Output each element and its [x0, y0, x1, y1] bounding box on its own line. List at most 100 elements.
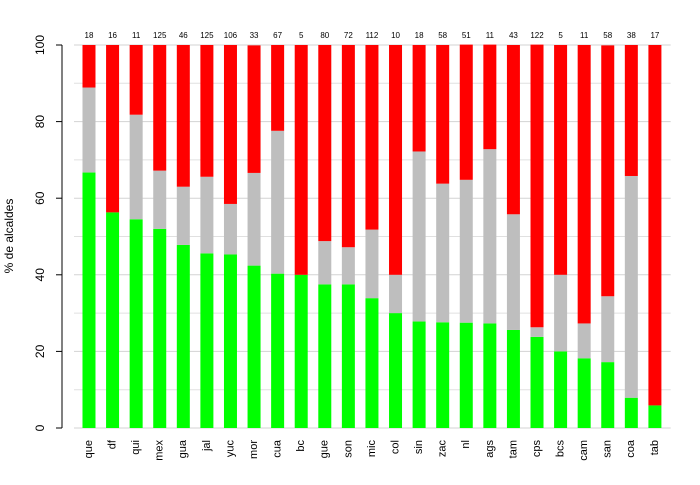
bar-segment [223, 254, 237, 428]
bar-count-label: 58 [603, 31, 612, 40]
bar-count-label: 112 [366, 31, 379, 40]
bar-segment [530, 44, 544, 328]
bar-segment [318, 45, 332, 242]
bar-segment [389, 313, 403, 428]
bar-segment [294, 274, 308, 428]
bar-segment [459, 322, 473, 428]
bar-count-label: 125 [153, 31, 167, 40]
bar-count-label: 80 [320, 31, 329, 40]
x-tick-label: qui [130, 440, 142, 455]
x-tick-label: df [106, 439, 118, 449]
x-tick-label: gue [319, 440, 331, 458]
bar-segment [200, 176, 214, 254]
bar-count-label: 11 [486, 31, 495, 40]
bar-segment [577, 45, 591, 324]
x-tick-label: bcs [554, 440, 566, 458]
bar-segment [176, 45, 190, 187]
bar-segment [271, 273, 285, 428]
y-tick-label: 40 [33, 268, 47, 282]
bar-segment [247, 172, 261, 266]
bar-segment [506, 214, 520, 330]
x-tick-label: cps [531, 440, 543, 458]
x-tick-label: que [83, 440, 95, 458]
bar-segment [483, 44, 497, 150]
bar-segment [577, 323, 591, 359]
x-tick-label: zac [437, 440, 449, 458]
bar-count-label: 33 [250, 31, 259, 40]
bar-segment [389, 45, 403, 275]
bar-segment [318, 241, 332, 285]
bar-segment [624, 175, 638, 398]
x-tick-label: nl [460, 440, 472, 449]
bar-segment [200, 45, 214, 177]
bar-segment [459, 44, 473, 180]
x-tick-label: sin [413, 440, 425, 454]
bar-count-label: 67 [273, 31, 282, 40]
x-tick-label: tab [649, 440, 661, 455]
y-tick-label: 0 [33, 424, 47, 431]
bar-count-label: 72 [344, 31, 353, 40]
bar-segment [530, 336, 544, 428]
x-tick-label: son [342, 440, 354, 458]
bar-count-label: 11 [580, 31, 589, 40]
bar-segment [153, 45, 167, 171]
bar-segment [648, 405, 662, 428]
x-tick-label: col [389, 440, 401, 454]
bar-count-label: 10 [391, 31, 400, 40]
bar-count-label: 46 [179, 31, 188, 40]
bar-segment [436, 183, 450, 323]
bar-segment [106, 45, 120, 213]
bar-segment [200, 253, 214, 428]
x-tick-label: cua [272, 439, 284, 458]
bar-segment [365, 229, 379, 299]
bar-segment [624, 45, 638, 176]
bar-segment [483, 149, 497, 324]
bar-segment [153, 228, 167, 428]
bar-segment [247, 45, 261, 173]
bar-count-label: 16 [108, 31, 117, 40]
bar-segment [106, 212, 120, 428]
bar-segment [271, 130, 285, 274]
bar-count-label: 17 [650, 31, 659, 40]
bar-segment [624, 397, 638, 428]
bar-segment [412, 151, 426, 322]
bar-count-label: 18 [85, 31, 94, 40]
bar-segment [365, 45, 379, 230]
bar-segment [530, 327, 544, 337]
x-tick-label: mic [366, 440, 378, 458]
bar-segment [318, 284, 332, 428]
x-tick-label: coa [625, 439, 637, 458]
bar-count-label: 122 [530, 31, 544, 40]
x-tick-label: mor [248, 440, 260, 459]
bar-count-label: 58 [438, 31, 447, 40]
bar-segment [176, 244, 190, 428]
bar-segment [223, 45, 237, 204]
bar-segment [412, 45, 426, 152]
bar-segment [648, 45, 662, 406]
bar-segment [294, 45, 308, 275]
bar-segment [247, 265, 261, 428]
x-tick-label: san [602, 440, 614, 458]
y-tick-label: 80 [33, 115, 47, 129]
x-tick-label: mex [154, 440, 166, 461]
bar-segment [601, 362, 615, 428]
y-axis-label: % de alcaldes [2, 199, 16, 274]
bar-count-label: 51 [462, 31, 471, 40]
bar-count-label: 5 [299, 31, 304, 40]
x-tick-label: yuc [224, 440, 236, 458]
bar-count-label: 5 [558, 31, 563, 40]
bar-segment [129, 114, 143, 220]
bar-segment [82, 172, 96, 428]
bar-segment [271, 45, 285, 131]
bar-segment [153, 170, 167, 229]
bar-segment [82, 87, 96, 173]
bar-segment [554, 274, 568, 352]
bar-segment [412, 321, 426, 428]
y-tick-label: 20 [33, 344, 47, 358]
bar-count-label: 106 [224, 31, 238, 40]
y-tick-label: 60 [33, 191, 47, 205]
x-tick-label: cam [578, 440, 590, 461]
bar-segment [483, 323, 497, 428]
x-tick-label: gua [177, 439, 189, 458]
